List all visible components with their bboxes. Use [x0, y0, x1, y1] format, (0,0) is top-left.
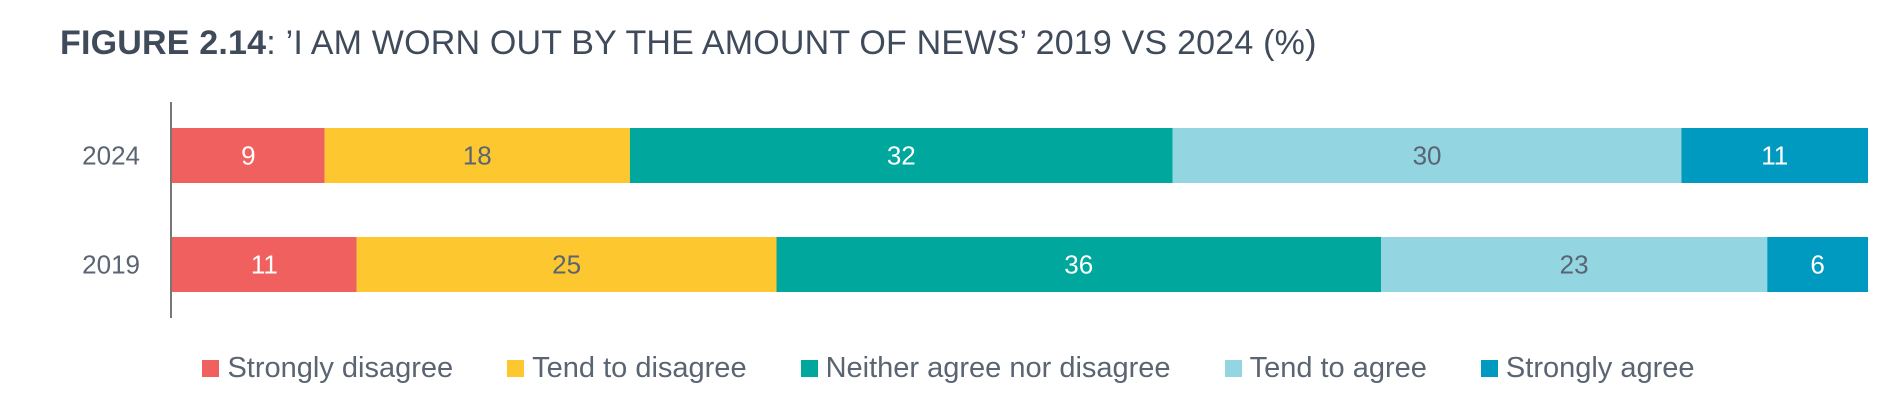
data-label-2019-1: 25 — [552, 250, 581, 280]
data-label-2019-0: 11 — [251, 250, 278, 280]
y-tick-label-2019: 2019 — [82, 250, 140, 280]
bar-segment-2019-4 — [1767, 237, 1868, 292]
legend-label: Tend to disagree — [532, 352, 747, 384]
legend-label: Tend to agree — [1249, 352, 1427, 384]
data-label-2024-3: 30 — [1413, 141, 1442, 171]
bar-segment-2019-3 — [1381, 237, 1768, 292]
legend-swatch — [800, 360, 818, 377]
data-label-2024-0: 9 — [241, 141, 255, 171]
bar-segment-2024-1 — [324, 128, 630, 183]
chart-legend: Strongly disagree Tend to disagree Neither… — [0, 352, 1897, 385]
legend-swatch — [507, 360, 525, 377]
bar-segment-2019-0 — [172, 237, 357, 292]
legend-swatch — [1480, 360, 1498, 377]
legend-label: Strongly disagree — [227, 352, 454, 384]
bar-segment-2019-1 — [356, 237, 777, 292]
legend-swatch — [1224, 360, 1242, 377]
legend-item-0: Strongly disagree — [202, 352, 453, 385]
data-label-2024-1: 18 — [463, 141, 492, 171]
legend-item-1: Tend to disagree — [507, 352, 747, 385]
bar-segment-2024-3 — [1172, 128, 1682, 183]
figure-number: FIGURE 2.14 — [60, 24, 267, 62]
bar-segment-2024-0 — [172, 128, 325, 183]
legend-item-4: Strongly agree — [1480, 352, 1695, 385]
bar-segment-2024-4 — [1681, 128, 1868, 183]
legend-item-2: Neither agree nor disagree — [800, 352, 1171, 385]
bar-segment-2024-2 — [629, 128, 1173, 183]
legend-item-3: Tend to agree — [1224, 352, 1427, 385]
y-tick-label-2024: 2024 — [82, 141, 140, 171]
chart-title: FIGURE 2.14: ’I AM WORN OUT BY THE AMOUN… — [60, 24, 1317, 62]
figure-title-text: ’I AM WORN OUT BY THE AMOUNT OF NEWS’ 20… — [285, 24, 1317, 62]
data-label-2024-2: 32 — [887, 141, 916, 171]
stacked-bar-chart: 2024 9 18 32 30 11 2019 11 25 36 23 6 — [82, 102, 1868, 318]
legend-swatch — [202, 360, 220, 377]
bar-segment-2019-2 — [776, 237, 1382, 292]
legend-label: Neither agree nor disagree — [825, 352, 1171, 384]
legend-label: Strongly agree — [1505, 352, 1695, 384]
data-label-2024-4: 11 — [1761, 141, 1788, 171]
data-label-2019-2: 36 — [1064, 250, 1093, 280]
data-label-2019-3: 23 — [1560, 250, 1589, 280]
data-label-2019-4: 6 — [1810, 250, 1824, 280]
